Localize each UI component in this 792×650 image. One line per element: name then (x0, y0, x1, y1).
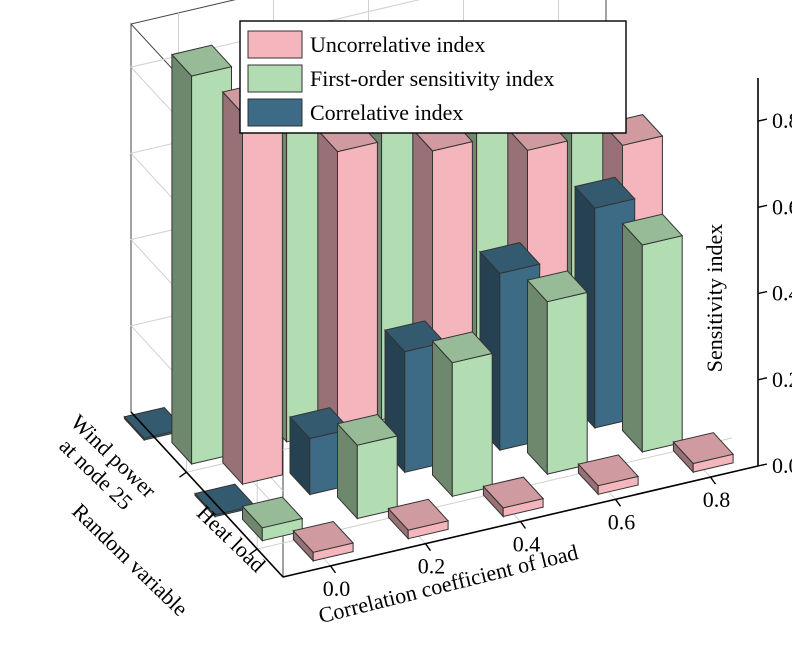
z-tick-label: 0.2 (772, 367, 792, 392)
x-tick (424, 543, 432, 552)
z-tick-label: 0.0 (772, 453, 792, 478)
bar-first-order-sensitivity-index-heat-load-0.4 (431, 331, 494, 498)
x-tick-label: 0.8 (703, 487, 731, 512)
bar-uncorrelative-index-heat-load-0.6 (577, 454, 640, 496)
x-tick-label: 0.2 (418, 554, 446, 579)
z-tick (757, 377, 768, 381)
y-axis-label: Random variable (67, 498, 193, 621)
bar-uncorrelative-index-wind-power-at-node-25-0.0 (221, 82, 284, 486)
x-tick (519, 521, 527, 529)
z-tick (757, 463, 768, 467)
bar-correlative-index-wind-power-at-node-25-0.0 (123, 406, 185, 442)
bar-first-order-sensitivity-index-heat-load-0.8 (621, 213, 684, 454)
bar-uncorrelative-index-heat-load-0.8 (672, 432, 735, 474)
legend-label: Uncorrelative index (310, 32, 485, 57)
legend-swatch (247, 98, 303, 127)
legend-label: First-order sensitivity index (310, 66, 554, 91)
z-tick-label: 0.4 (772, 281, 792, 306)
legend-swatch (247, 64, 303, 93)
bar-first-order-sensitivity-index-heat-load-0.2 (336, 413, 399, 520)
x-tick-label: 0.6 (608, 509, 636, 534)
legend-swatch (247, 30, 303, 59)
x-tick-label: 0.4 (513, 532, 541, 557)
bar-uncorrelative-index-wind-power-at-node-25-0.2 (316, 120, 379, 464)
chart-bars (123, 44, 735, 563)
x-tick-label: 0.0 (323, 576, 351, 601)
z-axis-label: Sensitivity index (702, 224, 727, 373)
y-tick (179, 471, 187, 478)
legend: Uncorrelative index First-order sensitivi… (239, 20, 627, 134)
x-tick (329, 565, 337, 574)
bar-uncorrelative-index-heat-load-0.2 (387, 498, 450, 540)
z-tick (757, 290, 768, 295)
x-tick (614, 498, 622, 507)
legend-box (239, 20, 627, 134)
z-tick-label: 0.8 (772, 108, 792, 133)
y-tick (249, 548, 258, 555)
z-tick-label: 0.6 (772, 194, 792, 219)
legend-label: Correlative index (310, 100, 463, 125)
bar-first-order-sensitivity-index-heat-load-0.0 (241, 496, 304, 542)
bar-uncorrelative-index-heat-load-0.4 (482, 476, 545, 518)
y-axis-line (130, 411, 284, 578)
bar-first-order-sensitivity-index-wind-power-at-node-25-0.0 (170, 44, 233, 466)
bar-first-order-sensitivity-index-heat-load-0.6 (526, 270, 589, 476)
z-tick (757, 118, 768, 122)
bar-uncorrelative-index-heat-load-0.0 (292, 520, 355, 563)
z-tick (757, 204, 768, 209)
x-tick (709, 476, 717, 485)
